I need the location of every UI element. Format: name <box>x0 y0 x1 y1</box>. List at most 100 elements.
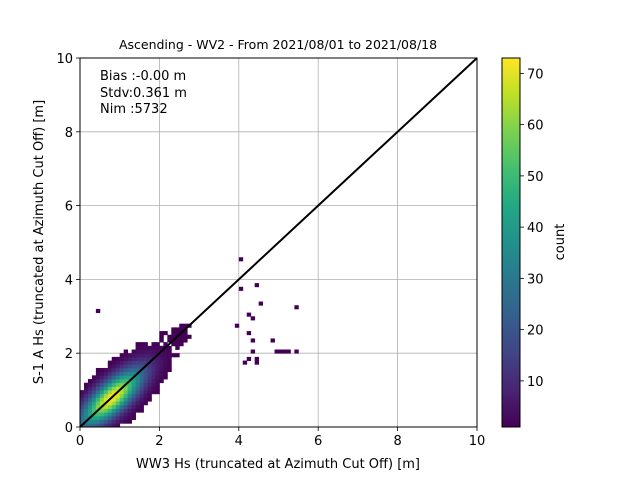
heatmap-cell <box>131 397 136 402</box>
x-axis-label: WW3 Hs (truncated at Azimuth Cut Off) [m… <box>136 457 420 472</box>
colorbar-tick-label: 60 <box>527 119 544 134</box>
heatmap-cell <box>95 390 101 395</box>
heatmap-cell <box>127 375 133 380</box>
heatmap-cell <box>175 331 180 336</box>
heatmap-cell <box>95 415 101 421</box>
heatmap-cell <box>167 360 172 365</box>
heatmap-cell <box>131 412 136 417</box>
x-tick-label: 2 <box>155 434 163 449</box>
heatmap-cell <box>143 349 148 354</box>
heatmap-cell <box>131 371 136 376</box>
y-axis-ticks: 0 2 4 6 8 10 <box>56 52 80 436</box>
heatmap-cell <box>147 382 152 387</box>
y-tick-label: 10 <box>56 52 73 67</box>
heatmap-cell <box>83 393 89 398</box>
heatmap-cell <box>147 375 152 380</box>
heatmap-cell <box>151 345 156 350</box>
heatmap-cell <box>111 390 117 395</box>
heatmap-cell <box>155 371 160 376</box>
heatmap-cell <box>159 353 164 358</box>
heatmap-cell <box>151 360 156 365</box>
heatmap-cell <box>155 349 160 354</box>
y-tick-label: 6 <box>65 200 73 215</box>
heatmap-cell <box>99 408 105 413</box>
heatmap-cell <box>139 397 144 402</box>
heatmap-cell <box>139 382 144 387</box>
heatmap-cell <box>80 408 85 413</box>
heatmap-cell <box>111 412 117 417</box>
heatmap-cell <box>151 371 156 376</box>
heatmap-cell <box>183 331 188 336</box>
heatmap-cell <box>131 379 136 384</box>
heatmap-cell <box>135 367 140 373</box>
x-tick-label: 8 <box>393 434 401 449</box>
heatmap-cell <box>127 412 133 417</box>
heatmap-cell <box>123 393 129 398</box>
heatmap-cell <box>143 379 148 384</box>
heatmap-cell <box>135 408 140 413</box>
heatmap-cell <box>103 367 109 373</box>
heatmap-cell <box>179 342 184 347</box>
heatmap-cell <box>135 342 140 347</box>
heatmap-cell <box>127 393 133 398</box>
heatmap-cell <box>127 386 133 391</box>
heatmap-cell <box>147 379 152 384</box>
heatmap-cell <box>143 401 148 406</box>
heatmap-cell <box>258 301 264 306</box>
heatmap-cell <box>119 379 125 384</box>
heatmap-cell <box>155 356 160 361</box>
heatmap-cell <box>143 353 148 358</box>
heatmap-cell <box>159 364 164 369</box>
heatmap-cell <box>131 353 136 358</box>
heatmap-cell <box>87 423 93 428</box>
heatmap-cell <box>103 371 109 376</box>
heatmap-cell <box>111 367 117 373</box>
heatmap-cell <box>139 375 144 380</box>
heatmap-cell <box>175 353 180 358</box>
heatmap-cell <box>119 419 125 424</box>
heatmap-cell <box>139 393 144 398</box>
heatmap-cell <box>99 412 105 417</box>
colorbar-tick-label: 40 <box>527 221 544 236</box>
heatmap-cell <box>246 356 252 361</box>
heatmap-cell <box>238 257 244 262</box>
heatmap-cell <box>155 386 160 391</box>
heatmap-cell <box>87 382 93 387</box>
heatmap-cell <box>171 353 176 358</box>
heatmap-cell <box>95 401 101 406</box>
heatmap-cell <box>107 393 113 398</box>
heatmap-cell <box>143 342 148 347</box>
heatmap-cell <box>163 342 168 347</box>
heatmap-cell <box>119 404 125 409</box>
heatmap-cell <box>107 379 113 384</box>
heatmap-cell <box>95 379 101 384</box>
heatmap-cell <box>115 382 121 387</box>
heatmap-cell <box>99 371 105 376</box>
heatmap-cell <box>163 375 168 380</box>
heatmap-cell <box>242 360 248 365</box>
heatmap-cell <box>83 386 89 391</box>
heatmap-cell <box>143 397 148 402</box>
heatmap-cell <box>95 308 101 314</box>
heatmap-cell <box>103 408 109 413</box>
heatmap-cell <box>139 342 144 347</box>
heatmap-cell <box>91 408 97 413</box>
heatmap-cell <box>159 367 164 373</box>
heatmap-cell <box>159 345 164 350</box>
heatmap-cell <box>143 345 148 350</box>
heatmap-cell <box>123 349 129 354</box>
heatmap-cell <box>167 334 172 339</box>
heatmap-cell <box>250 349 256 354</box>
heatmap-cell <box>163 364 168 369</box>
heatmap-cell <box>115 401 121 406</box>
heatmap-cell <box>143 393 148 398</box>
heatmap-cell <box>103 393 109 398</box>
heatmap-cell <box>250 316 256 321</box>
heatmap-cell <box>99 375 105 380</box>
heatmap-cell <box>95 412 101 417</box>
heatmap-cell <box>115 356 121 361</box>
heatmap-cell <box>111 371 117 376</box>
colorbar-tick-label: 30 <box>527 272 544 287</box>
heatmap-cell <box>111 415 117 421</box>
heatmap-cell <box>135 401 140 406</box>
